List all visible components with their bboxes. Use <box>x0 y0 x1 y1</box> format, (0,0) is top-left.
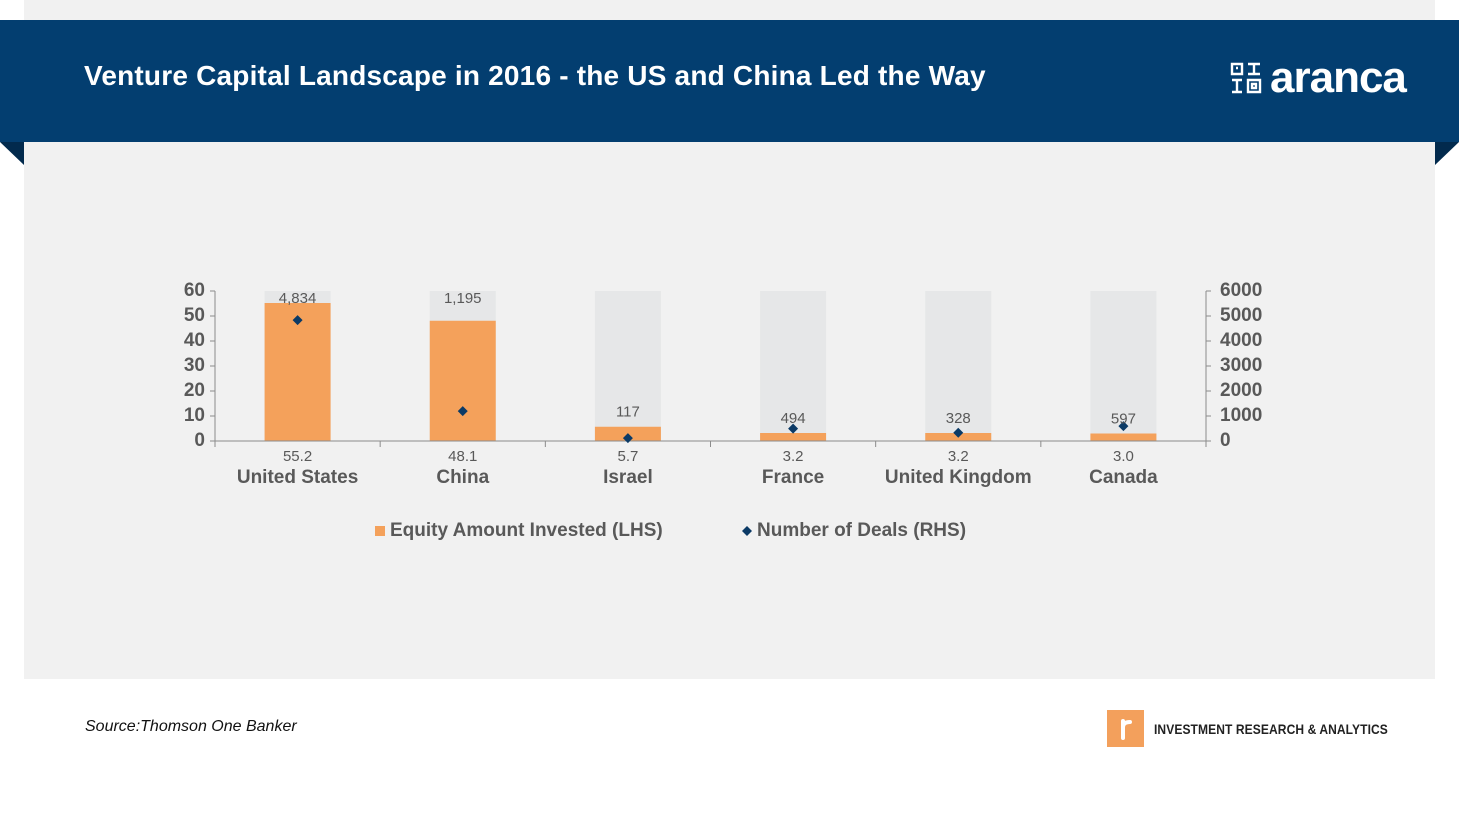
y-left-tick-label: 40 <box>184 330 205 351</box>
aranca-logo-text: aranca <box>1270 53 1407 102</box>
legend-label-equity: Equity Amount Invested (LHS) <box>390 520 663 541</box>
legend-swatch-equity <box>375 526 385 536</box>
background-bar <box>760 291 827 441</box>
deals-data-label: 328 <box>946 410 971 427</box>
y-right-tick-label: 5000 <box>1220 305 1262 326</box>
banner-fold-right <box>1435 142 1459 165</box>
y-right-tick-label: 4000 <box>1220 330 1262 351</box>
equity-bar <box>760 433 827 441</box>
deals-data-label: 1,195 <box>444 290 482 307</box>
deals-marker <box>292 315 303 326</box>
deals-marker <box>622 433 633 444</box>
background-bar <box>1090 291 1157 441</box>
y-right-tick-label: 6000 <box>1220 280 1262 301</box>
x-tick-label: United Kingdom <box>885 467 1032 488</box>
x-tick-label: Israel <box>603 467 653 488</box>
source-note: Source:Thomson One Banker <box>85 718 297 735</box>
y-left-tick-label: 60 <box>184 280 205 301</box>
y-left-tick-label: 50 <box>184 305 205 326</box>
equity-bar <box>429 320 496 441</box>
y-left-tick-label: 20 <box>184 380 205 401</box>
y-left-tick-label: 30 <box>184 355 205 376</box>
deals-data-label: 117 <box>616 404 640 421</box>
deals-marker <box>1118 421 1129 432</box>
y-right-tick-label: 1000 <box>1220 405 1262 426</box>
equity-data-label: 48.1 <box>448 448 477 465</box>
footer-tagline: INVESTMENT RESEARCH & ANALYTICS <box>1154 720 1388 737</box>
equity-bar <box>1090 433 1157 441</box>
equity-bar <box>264 303 331 441</box>
deals-marker <box>788 423 799 434</box>
legend-label-deals: Number of Deals (RHS) <box>757 520 966 541</box>
background-bar <box>925 291 992 441</box>
x-tick-label: China <box>436 467 489 488</box>
deals-marker <box>953 427 964 438</box>
x-tick-label: United States <box>237 467 358 488</box>
equity-data-label: 3.2 <box>783 448 804 465</box>
y-right-tick-label: 3000 <box>1220 355 1262 376</box>
aranca-logo: aranca <box>1230 53 1407 102</box>
equity-data-label: 3.0 <box>1113 448 1134 465</box>
deals-data-label: 597 <box>1111 410 1136 427</box>
equity-data-label: 5.7 <box>617 448 638 465</box>
page-title: Venture Capital Landscape in 2016 - the … <box>84 60 986 91</box>
title-banner <box>0 20 1459 142</box>
brand-icon <box>1107 710 1144 747</box>
x-tick-label: France <box>762 467 824 488</box>
y-left-tick-label: 0 <box>194 430 205 451</box>
banner-fold-left <box>0 142 24 165</box>
legend-swatch-deals <box>742 526 752 536</box>
y-right-tick-label: 0 <box>1220 430 1231 451</box>
equity-data-label: 3.2 <box>948 448 969 465</box>
deals-data-label: 494 <box>781 410 806 427</box>
equity-data-label: 55.2 <box>283 448 312 465</box>
footer-brand: INVESTMENT RESEARCH & ANALYTICS <box>1107 710 1426 747</box>
aranca-logo-mark-icon <box>1230 62 1262 94</box>
top-strip <box>24 0 1435 20</box>
deals-data-label: 4,834 <box>279 290 317 307</box>
y-right-tick-label: 2000 <box>1220 380 1262 401</box>
deals-marker <box>457 406 468 417</box>
y-left-tick-label: 10 <box>184 405 205 426</box>
background-bar <box>594 291 661 441</box>
chart-panel <box>24 140 1435 679</box>
x-tick-label: Canada <box>1089 467 1158 488</box>
